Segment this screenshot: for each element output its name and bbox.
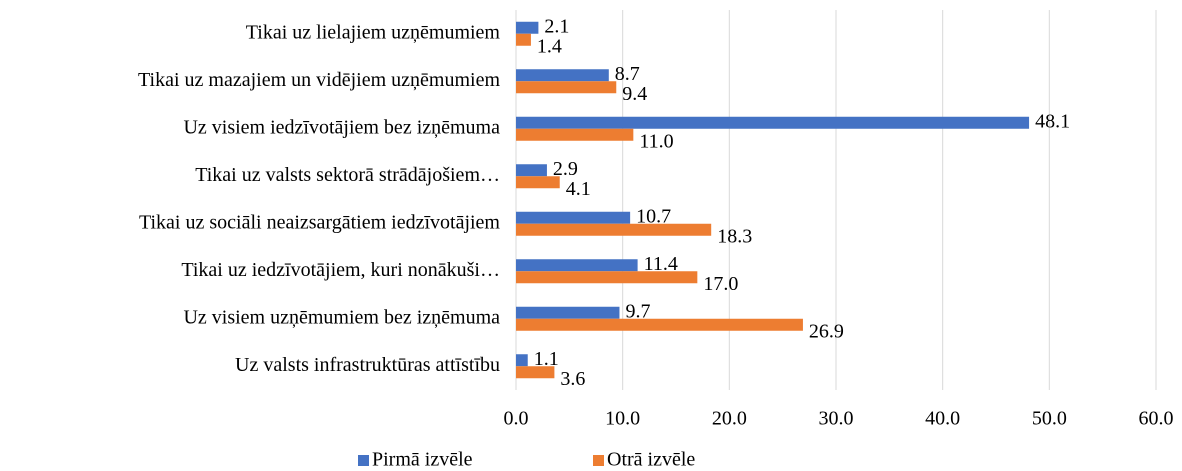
y-tick-label: Tikai uz sociāli neaizsargātiem iedzīvot… — [139, 211, 500, 233]
bar — [516, 128, 634, 141]
data-label: 2.9 — [553, 158, 578, 180]
bar — [516, 176, 560, 189]
x-tick-label: 30.0 — [819, 408, 854, 430]
data-label: 9.7 — [625, 300, 650, 322]
x-tick-label: 50.0 — [1032, 408, 1067, 430]
x-tick-label: 60.0 — [1139, 408, 1174, 430]
bar — [516, 366, 555, 379]
data-label: 8.7 — [615, 63, 640, 85]
x-tick-label: 10.0 — [605, 408, 640, 430]
y-tick-label: Tikai uz iedzīvotājiem, kuri nonākuši… — [181, 259, 500, 281]
data-label: 17.0 — [703, 273, 738, 295]
bar — [516, 116, 1030, 129]
y-tick-label: Uz valsts infrastruktūras attīstību — [235, 354, 500, 376]
y-tick-label: Uz visiem iedzīvotājiem bez izņēmuma — [183, 116, 500, 138]
bar — [516, 259, 638, 272]
x-tick-label: 0.0 — [504, 408, 529, 430]
data-label: 2.1 — [544, 15, 569, 37]
bar — [516, 21, 539, 34]
data-label: 48.1 — [1035, 110, 1070, 132]
bar — [516, 211, 631, 224]
bar — [516, 354, 528, 367]
data-label: 9.4 — [622, 83, 647, 105]
data-label: 26.9 — [809, 320, 844, 342]
bar — [516, 81, 617, 94]
x-tick-label: 20.0 — [712, 408, 747, 430]
data-label: 4.1 — [566, 178, 591, 200]
legend-swatch — [358, 455, 369, 466]
data-label: 11.4 — [644, 253, 678, 275]
data-label: 1.1 — [534, 348, 559, 370]
data-label: 3.6 — [560, 368, 585, 390]
bar — [516, 164, 547, 177]
data-label: 10.7 — [636, 205, 671, 227]
x-tick-label: 40.0 — [925, 408, 960, 430]
y-tick-label: Tikai uz lielajiem uzņēmumiem — [246, 21, 501, 43]
bar — [516, 33, 531, 46]
y-tick-label: Tikai uz valsts sektorā strādājošiem… — [195, 164, 500, 186]
y-tick-label: Uz visiem uzņēmumiem bez izņēmuma — [183, 306, 500, 328]
legend-swatch — [593, 455, 604, 466]
bar — [516, 69, 609, 82]
data-label: 18.3 — [717, 225, 752, 247]
bar — [516, 271, 698, 284]
y-tick-label: Tikai uz mazajiem un vidējiem uzņēmumiem — [138, 69, 500, 91]
legend-label: Pirmā izvēle — [372, 449, 473, 471]
bar — [516, 318, 803, 331]
bar — [516, 306, 620, 319]
data-label: 11.0 — [639, 130, 673, 152]
bar — [516, 223, 712, 236]
legend-label: Otrā izvēle — [607, 449, 695, 471]
data-label: 1.4 — [537, 35, 562, 57]
